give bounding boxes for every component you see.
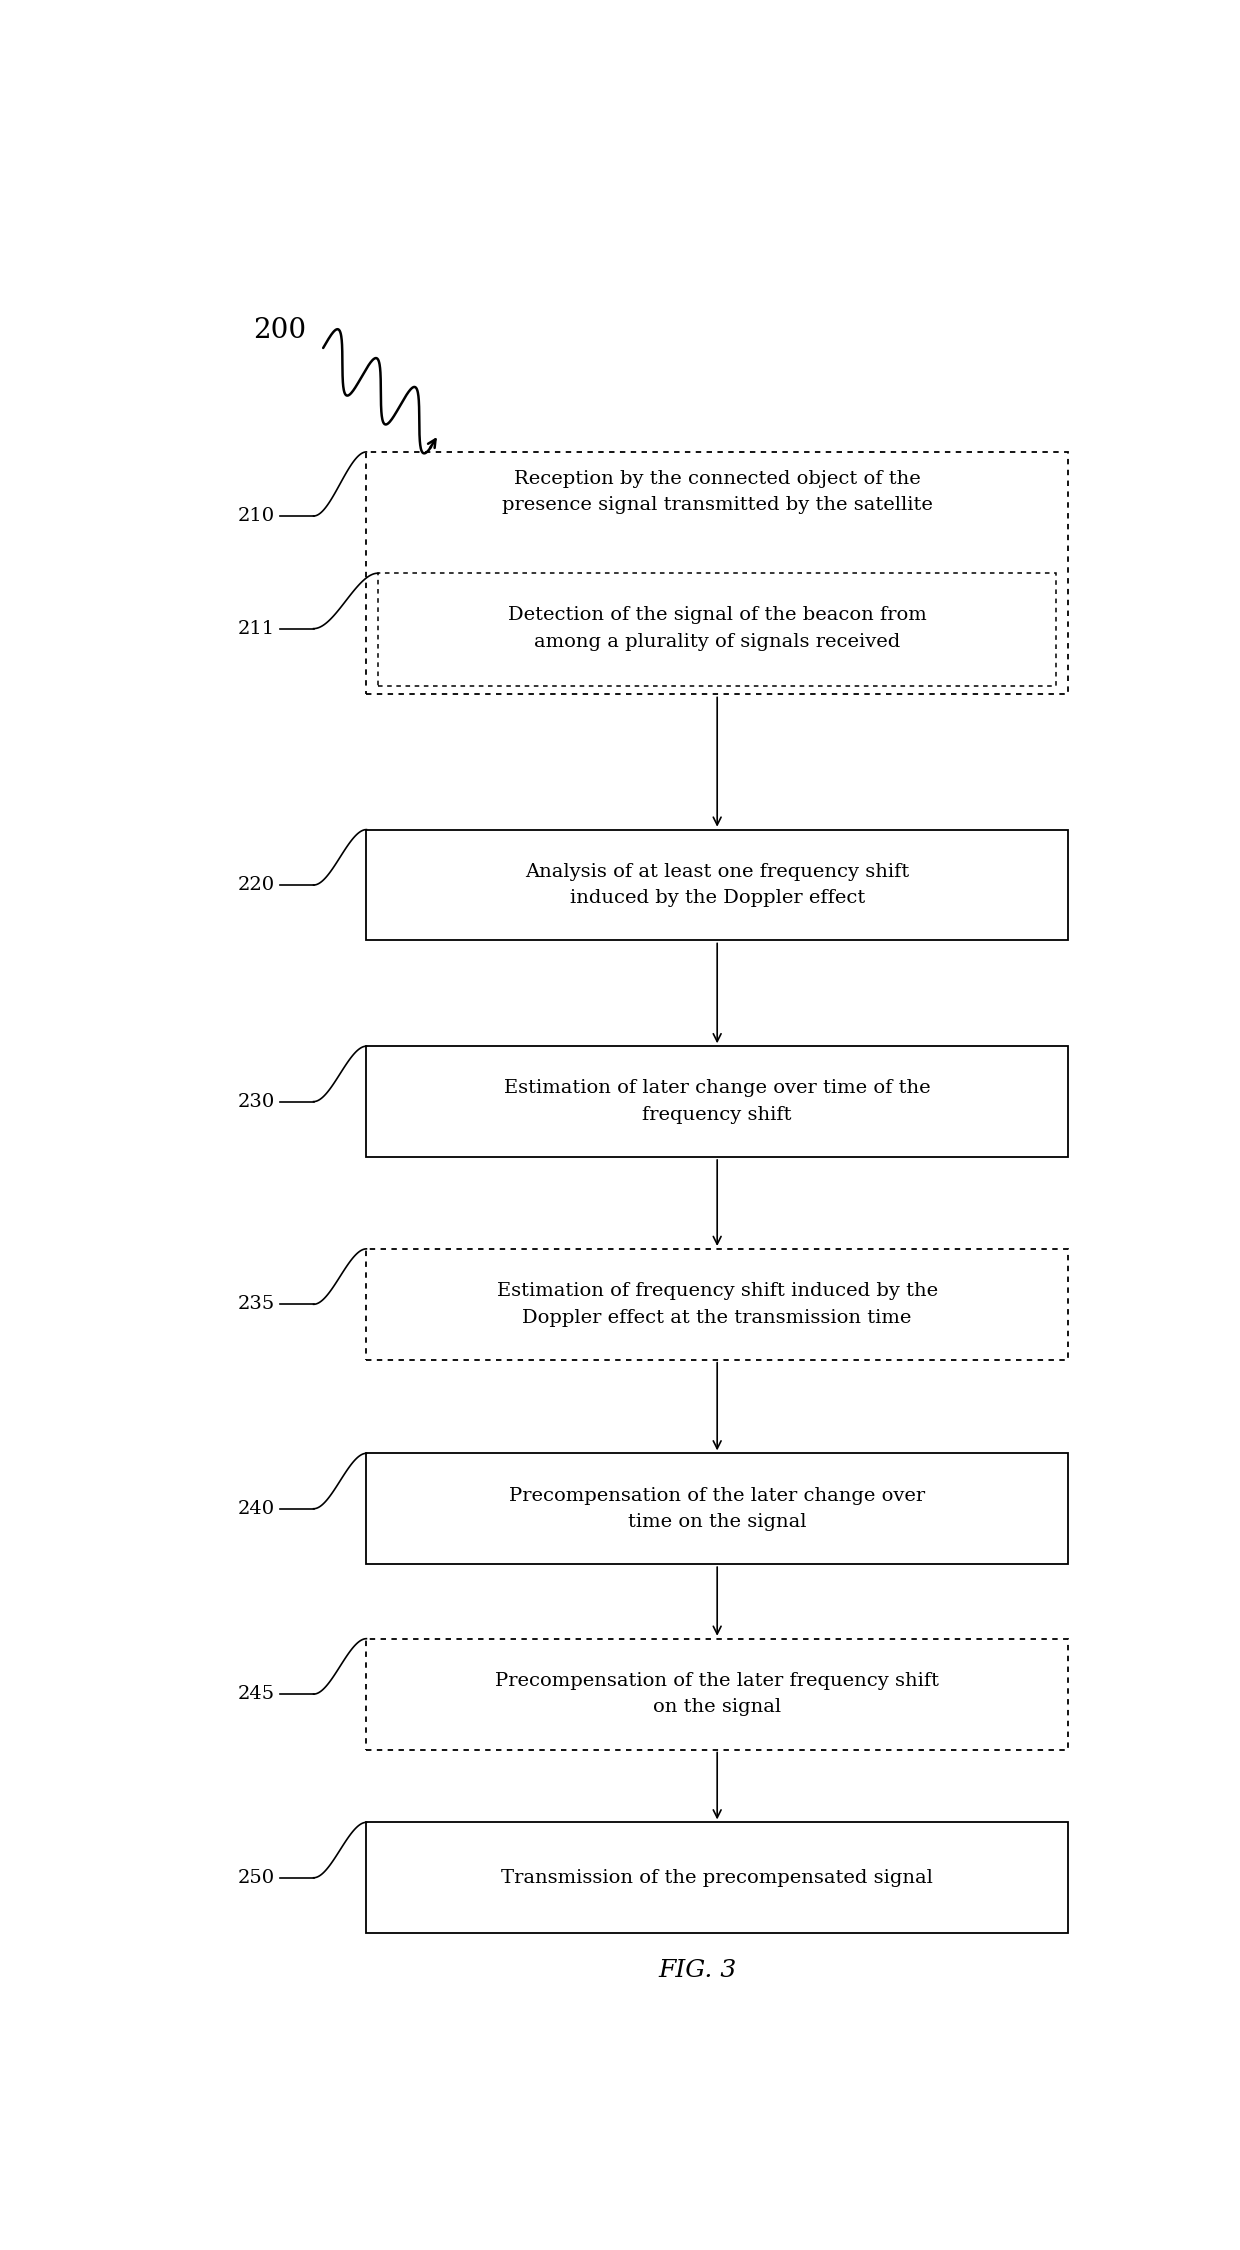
Bar <box>367 830 1068 940</box>
Text: Analysis of at least one frequency shift
induced by the Doppler effect: Analysis of at least one frequency shift… <box>525 862 909 907</box>
Text: Detection of the signal of the beacon from
among a plurality of signals received: Detection of the signal of the beacon fr… <box>508 608 926 650</box>
Text: Precompensation of the later change over
time on the signal: Precompensation of the later change over… <box>510 1487 925 1530</box>
Text: Precompensation of the later frequency shift
on the signal: Precompensation of the later frequency s… <box>495 1672 939 1717</box>
Text: 200: 200 <box>253 317 306 344</box>
Bar <box>367 1638 1068 1750</box>
Text: 250: 250 <box>238 1870 275 1888</box>
Bar <box>367 1249 1068 1359</box>
Bar <box>367 1454 1068 1564</box>
Text: 230: 230 <box>238 1094 275 1112</box>
Bar <box>367 1823 1068 1933</box>
Text: 211: 211 <box>238 619 275 637</box>
Text: Reception by the connected object of the
presence signal transmitted by the sate: Reception by the connected object of the… <box>502 470 932 513</box>
Text: 245: 245 <box>238 1685 275 1703</box>
Bar <box>378 574 1056 686</box>
Text: Estimation of frequency shift induced by the
Doppler effect at the transmission : Estimation of frequency shift induced by… <box>497 1282 937 1328</box>
Text: 210: 210 <box>238 506 275 524</box>
Text: 240: 240 <box>238 1501 275 1519</box>
Bar <box>367 1046 1068 1156</box>
Bar <box>367 452 1068 695</box>
Text: FIG. 3: FIG. 3 <box>658 1960 737 1982</box>
Text: Transmission of the precompensated signal: Transmission of the precompensated signa… <box>501 1870 934 1888</box>
Text: 235: 235 <box>238 1296 275 1314</box>
Text: Estimation of later change over time of the
frequency shift: Estimation of later change over time of … <box>503 1080 930 1123</box>
Text: 220: 220 <box>238 875 275 893</box>
